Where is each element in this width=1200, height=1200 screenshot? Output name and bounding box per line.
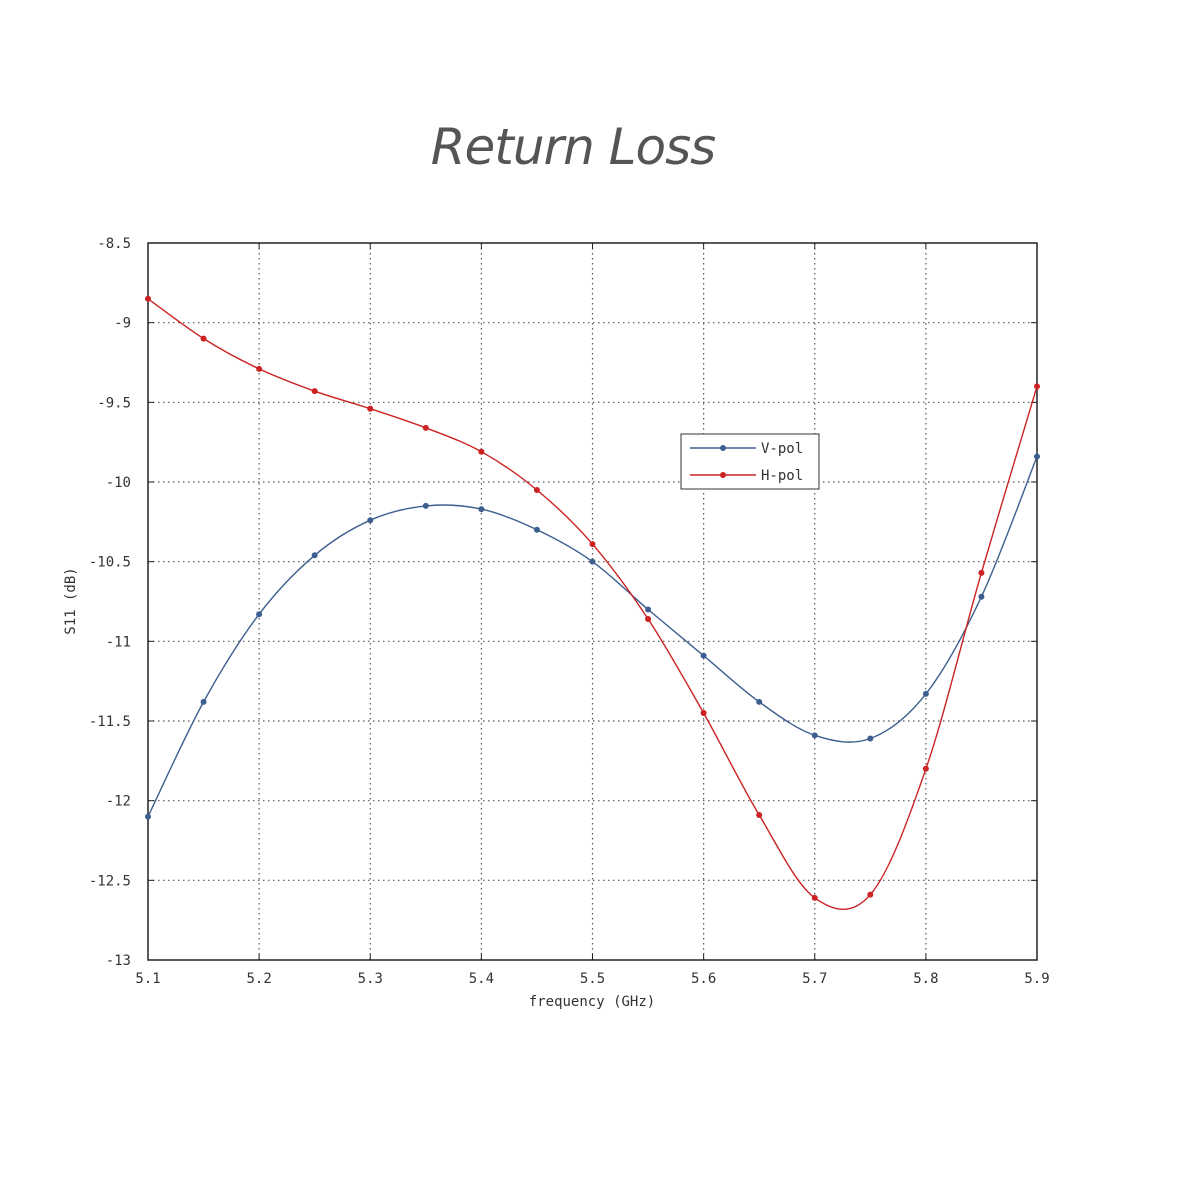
y-tick-label: -12: [106, 794, 131, 810]
data-point-v-pol: [978, 593, 985, 600]
x-tick-label: 5.2: [246, 971, 271, 987]
data-point-h-pol: [811, 894, 818, 901]
plot-frame: [147, 242, 1038, 961]
legend-label-v-pol: V-pol: [761, 441, 803, 457]
x-tick-label: 5.6: [691, 971, 716, 987]
series-h-pol: [145, 295, 1040, 910]
data-point-v-pol: [367, 517, 374, 524]
data-point-h-pol: [1034, 383, 1040, 390]
y-tick-label: -9: [114, 316, 131, 332]
legend-box: [680, 433, 820, 490]
legend-marker-h-pol: [720, 472, 726, 478]
data-point-v-pol: [1034, 453, 1040, 460]
data-point-v-pol: [700, 652, 707, 659]
grid-lines: [148, 243, 1037, 960]
data-point-v-pol: [533, 526, 540, 533]
data-point-v-pol: [145, 813, 151, 820]
data-point-v-pol: [200, 698, 207, 705]
data-point-h-pol: [256, 365, 263, 372]
data-point-v-pol: [756, 698, 763, 705]
data-point-v-pol: [645, 606, 652, 613]
y-tick-label: -8.5: [97, 236, 131, 252]
data-point-h-pol: [367, 405, 374, 412]
x-tick-label: 5.3: [358, 971, 383, 987]
data-point-v-pol: [589, 558, 596, 565]
chart-title: Return Loss: [430, 118, 716, 176]
data-point-h-pol: [978, 569, 985, 576]
data-point-h-pol: [867, 891, 874, 898]
x-tick-label: 5.7: [802, 971, 827, 987]
y-tick-label: -9.5: [97, 395, 131, 411]
y-axis-label: S11 (dB): [63, 567, 79, 634]
data-point-h-pol: [422, 424, 429, 431]
y-tick-label: -11: [106, 634, 131, 650]
data-point-h-pol: [589, 541, 596, 548]
data-point-v-pol: [478, 506, 485, 513]
data-point-h-pol: [145, 295, 151, 302]
data-point-v-pol: [811, 732, 818, 739]
x-tick-label: 5.5: [580, 971, 605, 987]
data-point-h-pol: [756, 812, 763, 819]
data-point-h-pol: [922, 765, 929, 772]
data-point-h-pol: [311, 388, 318, 395]
series-v-pol: [145, 453, 1040, 820]
y-tick-label: -13: [106, 953, 131, 969]
data-point-h-pol: [200, 335, 207, 342]
legend-label-h-pol: H-pol: [761, 468, 803, 484]
data-point-v-pol: [422, 502, 429, 509]
x-tick-label: 5.9: [1024, 971, 1049, 987]
data-point-h-pol: [645, 616, 652, 623]
y-tick-label: -10.5: [89, 555, 131, 571]
data-point-h-pol: [700, 710, 707, 717]
x-tick-label: 5.4: [469, 971, 494, 987]
x-tick-label: 5.1: [135, 971, 160, 987]
data-point-v-pol: [311, 552, 318, 559]
x-axis-label: frequency (GHz): [529, 994, 655, 1010]
y-tick-label: -10: [106, 475, 131, 491]
data-point-v-pol: [256, 611, 263, 618]
legend-marker-v-pol: [720, 445, 726, 451]
y-tick-label: -11.5: [89, 714, 131, 730]
data-point-h-pol: [478, 448, 485, 455]
series-layer: [145, 295, 1040, 910]
x-tick-label: 5.8: [913, 971, 938, 987]
data-point-v-pol: [922, 690, 929, 697]
axis-ticks: 5.1 5.2 5.3 5.4 5.5 5.6 5.7 5.8 5.9 -8.5 -9 -9.5 -10…: [89, 236, 1050, 987]
legend-item-v-pol: V-pol: [690, 441, 803, 457]
legend-item-h-pol: H-pol: [690, 468, 803, 484]
data-point-h-pol: [533, 486, 540, 493]
data-point-v-pol: [867, 735, 874, 742]
series-line-v-pol: [147, 456, 1038, 817]
legend: V-pol H-pol: [680, 433, 820, 490]
y-tick-label: -12.5: [89, 873, 131, 889]
